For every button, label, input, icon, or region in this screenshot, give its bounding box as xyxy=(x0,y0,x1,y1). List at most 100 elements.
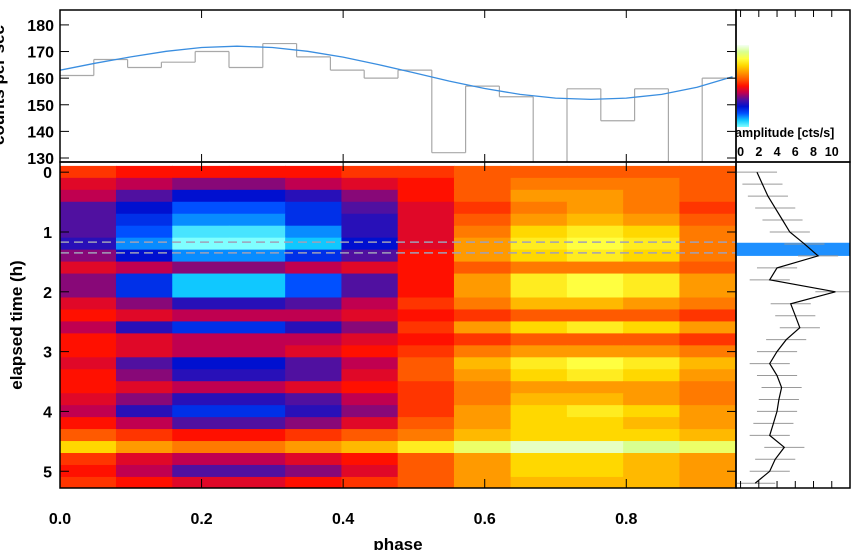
heatmap-cell xyxy=(623,369,681,382)
heatmap-cell xyxy=(228,225,286,239)
heatmap-cell xyxy=(285,405,343,418)
heatmap-cell xyxy=(172,249,230,263)
heatmap-cell xyxy=(453,237,512,251)
y-tick-label: 140 xyxy=(27,124,54,141)
heatmap-cell xyxy=(566,273,624,287)
heatmap-cell xyxy=(341,177,399,191)
heatmap-cell xyxy=(115,309,173,323)
heatmap-cell xyxy=(453,393,512,406)
heatmap-cell xyxy=(60,417,117,430)
heatmap-cell xyxy=(510,165,568,179)
heatmap-cell xyxy=(623,381,681,394)
heatmap-cell xyxy=(115,357,173,370)
heatmap-cell xyxy=(397,309,455,323)
heatmap-cell xyxy=(397,464,455,478)
heatmap-cell xyxy=(623,405,681,418)
heatmap-cell xyxy=(453,261,512,275)
heatmap-cell xyxy=(623,249,681,263)
heatmap-cell xyxy=(285,309,343,323)
amplitude-tick-label: 4 xyxy=(774,145,781,159)
heatmap-cell xyxy=(510,309,568,323)
heatmap-cell xyxy=(453,345,512,358)
heatmap-cell xyxy=(285,177,343,191)
heatmap-cell xyxy=(510,213,568,227)
heatmap-cell xyxy=(60,261,117,275)
heatmap-cell xyxy=(341,273,399,287)
heatmap-cell xyxy=(566,261,624,275)
heatmap-cell xyxy=(397,453,455,466)
heatmap-cell xyxy=(285,441,343,454)
heatmap-cell xyxy=(115,177,173,191)
heatmap-cell xyxy=(623,189,681,203)
heatmap xyxy=(60,165,736,488)
heatmap-cell xyxy=(115,345,173,358)
heatmap-cell xyxy=(115,333,173,346)
heatmap-cell xyxy=(172,453,230,466)
y-tick-label: 2 xyxy=(43,285,52,302)
heatmap-cell xyxy=(510,297,568,311)
heatmap-cell xyxy=(510,464,568,478)
heatmap-cell xyxy=(285,333,343,346)
x-tick-label: 0.0 xyxy=(49,511,71,528)
heatmap-cell xyxy=(172,201,230,215)
heatmap-cell xyxy=(228,417,286,430)
heatmap-cell xyxy=(341,201,399,215)
heatmap-cell xyxy=(397,441,455,454)
heatmap-cell xyxy=(453,381,512,394)
heatmap-cell xyxy=(115,297,173,311)
heatmap-cell xyxy=(566,297,624,311)
heatmap-cell xyxy=(172,309,230,323)
heatmap-cell xyxy=(453,429,512,442)
heatmap-cell xyxy=(115,321,173,334)
heatmap-cell xyxy=(228,261,286,275)
heatmap-cell xyxy=(172,345,230,358)
heatmap-cell xyxy=(60,464,117,478)
heatmap-cell xyxy=(341,345,399,358)
heatmap-cell xyxy=(172,321,230,334)
heatmap-cell xyxy=(341,309,399,323)
heatmap-cell xyxy=(172,417,230,430)
heatmap-cell xyxy=(228,297,286,311)
model-curve xyxy=(60,45,733,101)
heatmap-cell xyxy=(172,225,230,239)
heatmap-cell xyxy=(510,333,568,346)
heatmap-cell xyxy=(60,321,117,334)
heatmap-cell xyxy=(623,429,681,442)
x-tick-label: 0.6 xyxy=(474,511,496,528)
heatmap-cell xyxy=(60,441,117,454)
amplitude-tick-label: 0 xyxy=(737,145,744,159)
heatmap-cell xyxy=(397,357,455,370)
heatmap-cell xyxy=(510,285,568,299)
heatmap-cell xyxy=(341,249,399,263)
plot-layer: 130 140 150 160 170 180 0 1 2 3 4 5 0.0 0.2 0.4 0.6 0.8 0… xyxy=(27,9,851,528)
heatmap-cell xyxy=(115,381,173,394)
heatmap-cell xyxy=(453,464,512,478)
heatmap-cell xyxy=(285,237,343,251)
heatmap-cell xyxy=(679,177,736,191)
heatmap-cell xyxy=(510,476,568,488)
heatmap-cell xyxy=(115,285,173,299)
heatmap-cell xyxy=(623,476,681,488)
heatmap-cell xyxy=(453,405,512,418)
heatmap-cell xyxy=(679,429,736,442)
heatmap-cell xyxy=(510,369,568,382)
heatmap-cell xyxy=(285,225,343,239)
heatmap-cell xyxy=(115,213,173,227)
heatmap-cell xyxy=(172,297,230,311)
heatmap-cell xyxy=(453,297,512,311)
heatmap-cell xyxy=(341,321,399,334)
heatmap-cell xyxy=(341,237,399,251)
heatmap-cell xyxy=(60,453,117,466)
heatmap-cell xyxy=(172,369,230,382)
heatmap-cell xyxy=(510,453,568,466)
heatmap-cell xyxy=(60,476,117,488)
amplitude-axis-title: amplitude [cts/s] xyxy=(735,126,834,140)
heatmap-cell xyxy=(172,237,230,251)
heatmap-cell xyxy=(566,453,624,466)
heatmap-cell xyxy=(285,321,343,334)
heatmap-cell xyxy=(397,321,455,334)
heatmap-cell xyxy=(285,476,343,488)
heatmap-cell xyxy=(341,441,399,454)
heatmap-cell xyxy=(115,261,173,275)
heatmap-cell xyxy=(566,357,624,370)
